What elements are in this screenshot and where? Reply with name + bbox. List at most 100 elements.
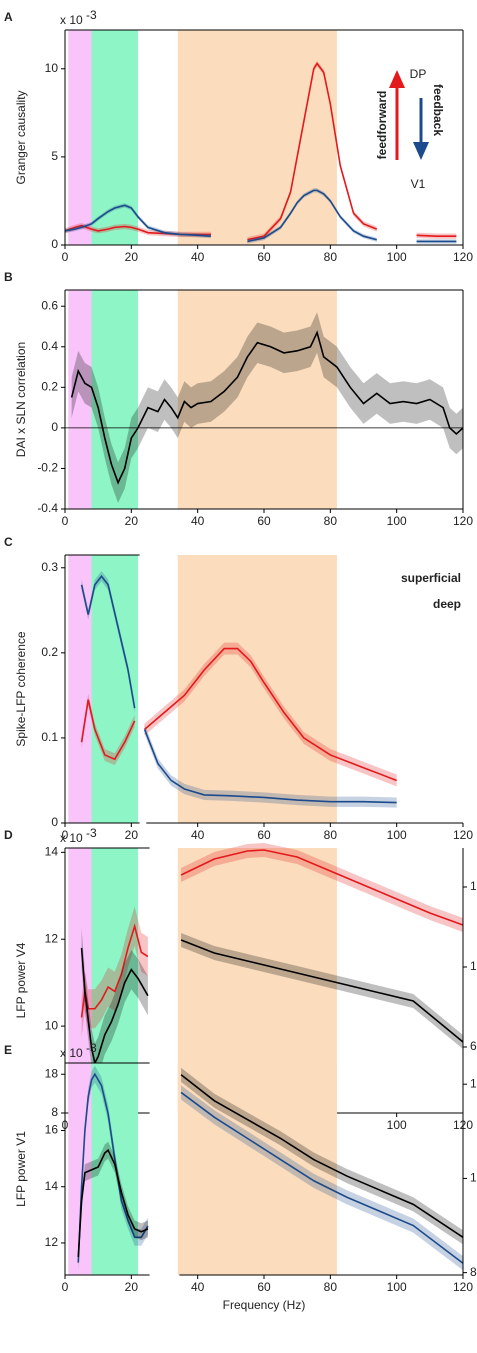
error-band <box>81 642 397 787</box>
series-line <box>180 1091 464 1264</box>
legend-entry: superficial <box>401 571 461 585</box>
arrow-head <box>413 142 429 160</box>
frequency-band <box>91 555 138 823</box>
x-tick-label: 20 <box>125 250 139 264</box>
frequency-band <box>68 30 92 245</box>
x-tick-label: 100 <box>387 1280 407 1294</box>
y-tick-label: 0.6 <box>41 298 58 312</box>
series-line <box>70 330 464 485</box>
y2-tick-label: 8 <box>470 1265 477 1279</box>
y-tick-label: 0.2 <box>41 380 58 394</box>
x-tick-label: 60 <box>257 514 271 528</box>
x-tick-label: 0 <box>62 514 69 528</box>
x-tick-label: 40 <box>191 828 205 842</box>
y-tick-label: 16 <box>45 1123 59 1137</box>
frequency-band <box>68 555 92 823</box>
x-tick-label: 60 <box>257 250 271 264</box>
frequency-band <box>68 290 92 509</box>
y-tick-label: 0.3 <box>41 560 58 574</box>
x-tick-label: 0 <box>62 828 69 842</box>
multiplier-exponent: -3 <box>86 826 97 840</box>
error-band <box>181 843 464 932</box>
y-tick-label: 0 <box>51 815 58 829</box>
legend-entry: deep <box>433 597 461 611</box>
x-tick-label: 40 <box>191 250 205 264</box>
x-tick-label: 80 <box>324 828 338 842</box>
x-tick-label: 60 <box>257 828 271 842</box>
legend-entry: feedforward <box>375 91 389 160</box>
x-tick-label: 20 <box>125 1280 139 1294</box>
y2-tick-label: 16 <box>470 1076 477 1090</box>
x-tick-label: 60 <box>257 1280 271 1294</box>
x-tick-label: 40 <box>191 1280 205 1294</box>
y-tick-label: 0.4 <box>41 339 58 353</box>
y-tick-label: 0 <box>51 237 58 251</box>
y-axis-label: LFP power V4 <box>14 942 28 1018</box>
y2-tick-label: 6 <box>470 1039 477 1053</box>
frequency-band <box>177 1063 337 1275</box>
y-tick-label: 0 <box>51 420 58 434</box>
multiplier: x 10 <box>60 831 83 845</box>
y-tick-label: -0.2 <box>37 461 58 475</box>
x-tick-label: 80 <box>324 1280 338 1294</box>
panel-label: B <box>4 270 13 284</box>
y-tick-label: 0.2 <box>41 645 58 659</box>
error-band <box>81 928 148 1083</box>
x-axis-label: Frequency (Hz) <box>223 1298 306 1312</box>
frequency-band <box>177 290 337 509</box>
error-band <box>78 1141 148 1266</box>
x-tick-label: 100 <box>387 1118 407 1132</box>
x-tick-label: 80 <box>324 514 338 528</box>
series-line <box>80 574 397 804</box>
x-tick-label: 120 <box>453 1280 473 1294</box>
y-tick-label: 5 <box>51 149 58 163</box>
series-line <box>77 1148 149 1258</box>
y-tick-label: 14 <box>45 845 59 859</box>
y-axis-label: Spike-LFP coherence <box>14 631 28 747</box>
frequency-band <box>177 555 337 823</box>
multiplier-exponent: -3 <box>86 1041 97 1055</box>
y-tick-label: -0.4 <box>37 501 58 515</box>
error-band <box>181 1085 464 1271</box>
panel-label: E <box>4 1043 12 1057</box>
series-line <box>77 1072 149 1263</box>
y2-tick-label: 12 <box>470 1171 477 1185</box>
panel-label: C <box>4 535 13 549</box>
frequency-band <box>68 848 92 1113</box>
series-line <box>180 939 464 1043</box>
series-line <box>180 1074 464 1238</box>
x-tick-label: 40 <box>191 514 205 528</box>
y-tick-label: 0.1 <box>41 730 58 744</box>
y-tick-label: 12 <box>45 1235 59 1249</box>
arrow-head <box>389 70 405 88</box>
multiplier: x 10 <box>60 13 83 27</box>
series-line <box>180 849 464 926</box>
x-tick-label: 0 <box>62 1280 69 1294</box>
frequency-band <box>177 30 337 245</box>
frequency-band <box>91 1063 138 1275</box>
y-tick-label: 12 <box>45 931 59 945</box>
annotation: V1 <box>411 177 426 191</box>
legend-entry: feedback <box>431 84 445 136</box>
panel-label: A <box>4 10 13 24</box>
x-tick-label: 100 <box>387 828 407 842</box>
x-tick-label: 80 <box>324 250 338 264</box>
x-tick-label: 120 <box>453 514 473 528</box>
y-tick-label: 14 <box>45 1179 59 1193</box>
y-tick-label: 8 <box>51 1105 58 1119</box>
y-axis-label: LFP power V1 <box>14 1131 28 1207</box>
annotation: DP <box>410 67 427 81</box>
series-line <box>80 647 397 782</box>
x-tick-label: 0 <box>62 250 69 264</box>
x-tick-label: 120 <box>453 250 473 264</box>
panel-label: D <box>4 828 13 842</box>
series-line <box>80 947 149 1066</box>
y2-tick-label: 10 <box>470 959 477 973</box>
y-tick-label: 10 <box>45 61 59 75</box>
frequency-band <box>91 30 138 245</box>
x-tick-label: 20 <box>125 514 139 528</box>
x-tick-label: 120 <box>453 828 473 842</box>
series-line <box>64 189 457 243</box>
